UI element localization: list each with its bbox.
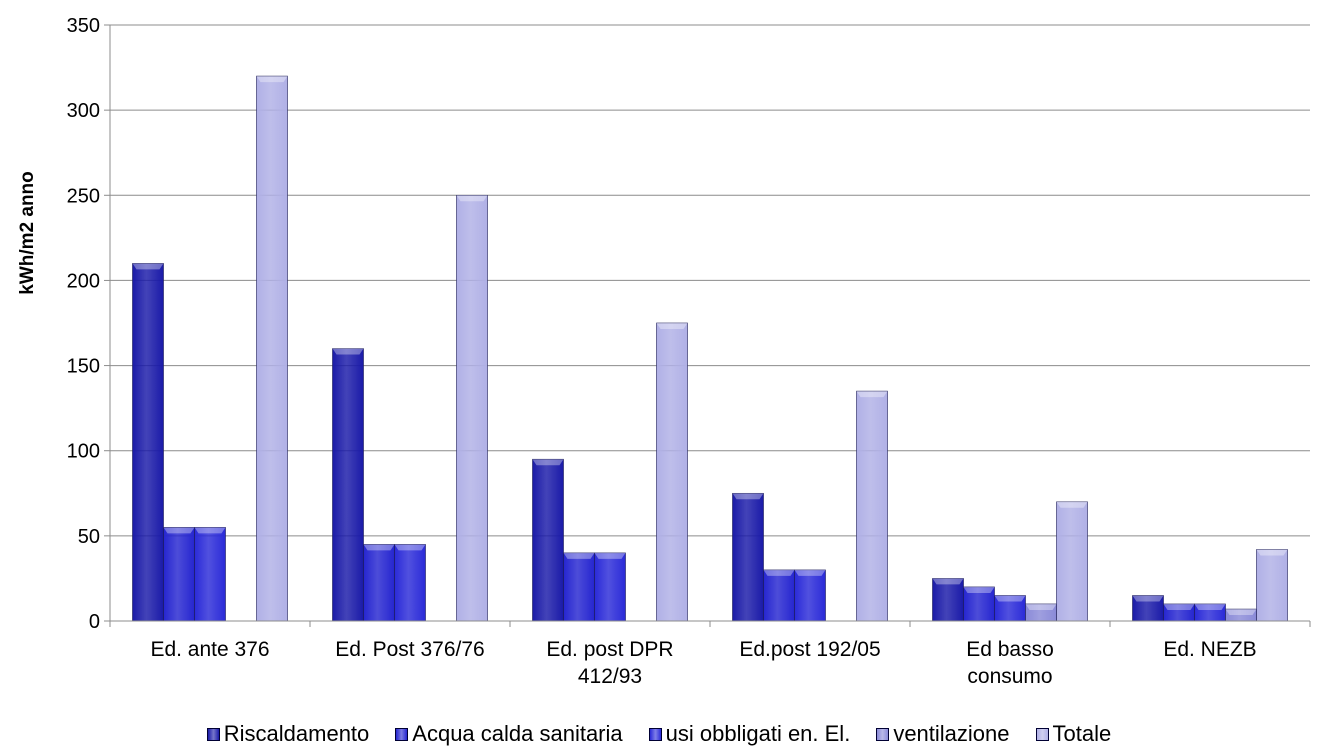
bars bbox=[132, 75, 1288, 622]
bar bbox=[132, 263, 164, 622]
legend-swatch bbox=[648, 727, 662, 741]
y-axis-title: kWh/m2 anno bbox=[17, 171, 38, 295]
legend-item: Acqua calda sanitaria bbox=[395, 721, 623, 747]
bar bbox=[363, 544, 395, 622]
y-tick-label: 0 bbox=[89, 611, 100, 633]
legend-swatch bbox=[206, 727, 220, 741]
axes bbox=[104, 24, 1311, 627]
bar bbox=[763, 569, 795, 622]
bar bbox=[594, 552, 626, 622]
x-tick-label: Ed. Post 376/76 bbox=[335, 638, 484, 661]
x-tick-label: Ed.post 192/05 bbox=[739, 638, 880, 661]
bar bbox=[332, 348, 364, 622]
legend-item: ventilazione bbox=[876, 721, 1010, 747]
bar bbox=[1056, 501, 1088, 622]
bar bbox=[994, 595, 1026, 622]
x-tick-label: Ed. ante 376 bbox=[150, 638, 269, 661]
y-tick-labels: 0 50 100 150 200 250 300 350 bbox=[67, 15, 100, 633]
bar bbox=[1025, 603, 1057, 622]
legend-item: usi obbligati en. El. bbox=[648, 721, 851, 747]
x-tick-label: Ed. post DPR 412/93 bbox=[546, 638, 673, 688]
bar bbox=[856, 390, 888, 622]
y-tick-label: 50 bbox=[78, 526, 100, 548]
legend-item: Totale bbox=[1035, 721, 1112, 747]
x-tick-label: Ed. NEZB bbox=[1163, 638, 1256, 661]
bar-chart: 0 50 100 150 200 250 300 350 Ed. ante 376 Ed. Po… bbox=[17, 15, 1311, 688]
bar bbox=[932, 578, 964, 622]
bar bbox=[456, 194, 488, 622]
gridlines bbox=[110, 24, 1310, 537]
y-tick-label: 350 bbox=[67, 15, 100, 37]
bar bbox=[1256, 549, 1288, 622]
legend-label: Totale bbox=[1052, 721, 1112, 746]
legend-label: ventilazione bbox=[893, 721, 1010, 746]
bar bbox=[194, 527, 226, 622]
legend-label: usi obbligati en. El. bbox=[665, 721, 851, 746]
bar bbox=[1132, 595, 1164, 622]
bar bbox=[532, 458, 564, 622]
bar bbox=[1225, 608, 1257, 622]
y-tick-label: 150 bbox=[67, 356, 100, 378]
legend-swatch bbox=[1035, 727, 1049, 741]
bar bbox=[163, 527, 195, 622]
y-tick-label: 100 bbox=[67, 441, 100, 463]
x-tick-labels: Ed. ante 376 Ed. Post 376/76 Ed. post DPR 4… bbox=[150, 638, 1256, 688]
legend-label: Acqua calda sanitaria bbox=[412, 721, 623, 746]
y-tick-label: 200 bbox=[67, 270, 100, 292]
legend-swatch bbox=[876, 727, 890, 741]
x-tick-label: Ed basso consumo bbox=[966, 638, 1054, 688]
bar bbox=[563, 552, 595, 622]
bar bbox=[256, 75, 288, 622]
legend: Riscaldamento Acqua calda sanitaria usi ob… bbox=[0, 721, 1318, 747]
legend-label: Riscaldamento bbox=[223, 721, 370, 746]
y-tick-label: 250 bbox=[67, 185, 100, 207]
bar bbox=[1194, 603, 1226, 622]
legend-item: Riscaldamento bbox=[206, 721, 370, 747]
y-tick-label: 300 bbox=[67, 100, 100, 122]
legend-swatch bbox=[395, 727, 409, 741]
bar bbox=[394, 544, 426, 622]
bar bbox=[732, 492, 764, 622]
bar bbox=[656, 322, 688, 622]
bar bbox=[794, 569, 826, 622]
bar bbox=[1163, 603, 1195, 622]
bar bbox=[963, 586, 995, 622]
